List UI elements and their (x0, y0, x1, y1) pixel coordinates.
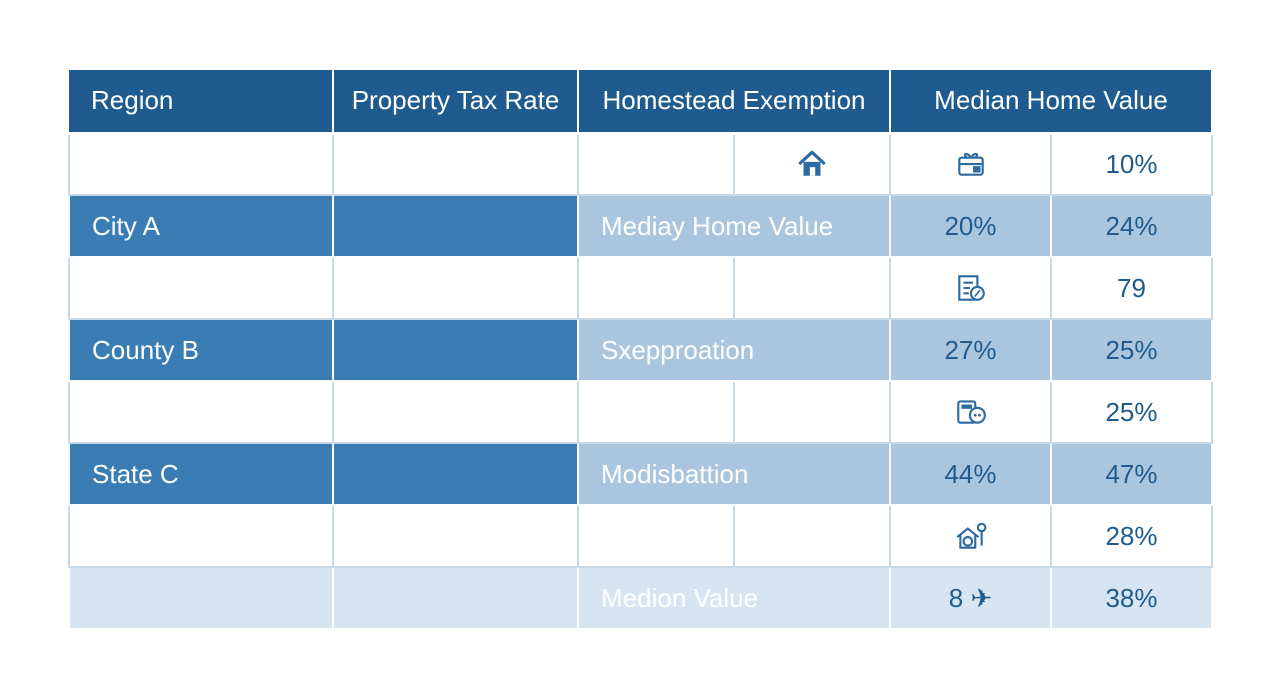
table-cell (577, 132, 735, 196)
table-cell (332, 504, 579, 568)
table-row: 25% (68, 380, 1213, 444)
table-cell (332, 194, 579, 258)
table-row: State C Modisbattion 44% 47% (68, 442, 1213, 506)
table-cell-value: 47% (1050, 442, 1213, 506)
table-cell (733, 132, 891, 196)
header-property-tax-rate[interactable]: Property Tax Rate (333, 70, 579, 135)
exemption-text: Mediay Home Value (577, 194, 891, 258)
table-cell (733, 504, 891, 568)
airplane-icon: ✈ (970, 582, 993, 613)
table-cell-value: 79 (1050, 256, 1213, 320)
table-cell-value: 10% (1050, 132, 1213, 196)
table-cell (68, 132, 334, 196)
table-cell (889, 132, 1052, 196)
gift-card-icon (957, 153, 984, 176)
table-row: City A Mediay Home Value 20% 24% (68, 194, 1213, 258)
tax-comparison-table-wrapper: Region Property Tax Rate Homestead Exemp… (68, 70, 1213, 631)
tax-comparison-table: Region Property Tax Rate Homestead Exemp… (68, 70, 1213, 630)
table-cell-value: 25% (1050, 318, 1213, 382)
table-cell-value: 44% (889, 442, 1052, 506)
region-label: State C (68, 442, 334, 506)
table-cell (577, 256, 735, 320)
region-label: City A (68, 194, 334, 258)
table-cell-value: 24% (1050, 194, 1213, 258)
table-cell-value: 25% (1050, 380, 1213, 444)
table-cell (68, 380, 334, 444)
footer-label: Medion Value (577, 566, 891, 630)
table-row: 79 (68, 256, 1213, 320)
exemption-text: Modisbattion (577, 442, 891, 506)
table-cell (68, 504, 334, 568)
table-cell (889, 256, 1052, 320)
house-coin-icon (956, 522, 986, 549)
table-cell-value: 8 ✈ (889, 566, 1052, 630)
table-cell (733, 380, 891, 444)
table-cell (332, 132, 579, 196)
table-row: County B Sxepproation 27% 25% (68, 318, 1213, 382)
table-row: 10% (68, 132, 1213, 196)
table-cell (68, 566, 334, 630)
header-median-home-value[interactable]: Median Home Value (890, 70, 1213, 135)
footer-value: 8 (948, 582, 964, 613)
header-region[interactable]: Region (69, 70, 334, 135)
region-label: County B (68, 318, 334, 382)
exemption-text: Sxepproation (577, 318, 891, 382)
percent-document-icon (957, 275, 985, 301)
house-icon (798, 151, 826, 176)
table-cell (332, 380, 579, 444)
table-cell (68, 256, 334, 320)
table-cell-value: 38% (1050, 566, 1213, 630)
header-homestead-exemption[interactable]: Homestead Exemption (578, 70, 891, 135)
table-cell (332, 256, 579, 320)
table-cell (889, 504, 1052, 568)
table-cell (889, 380, 1052, 444)
table-cell (332, 318, 579, 382)
table-cell (733, 256, 891, 320)
table-cell-value: 28% (1050, 504, 1213, 568)
table-cell (332, 566, 579, 630)
table-row: Medion Value 8 ✈ 38% (68, 566, 1213, 630)
calculator-coin-icon (956, 400, 986, 424)
table-cell (577, 504, 735, 568)
table-cell (332, 442, 579, 506)
table-cell-value: 20% (889, 194, 1052, 258)
table-header-row: Region Property Tax Rate Homestead Exemp… (69, 70, 1213, 135)
table-cell-value: 27% (889, 318, 1052, 382)
table-cell (577, 380, 735, 444)
table-row: 28% (68, 504, 1213, 568)
